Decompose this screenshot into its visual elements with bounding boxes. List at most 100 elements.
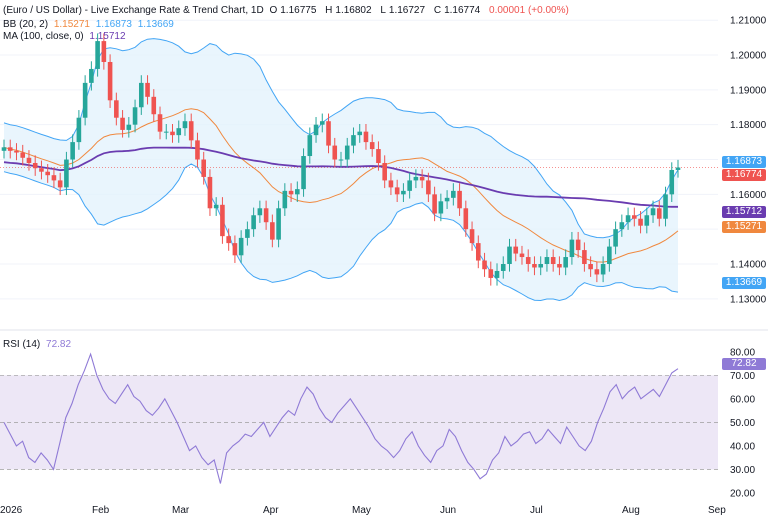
candle-body — [220, 204, 225, 237]
candle-body — [270, 222, 275, 240]
rsi-tick-label: 30.00 — [730, 465, 755, 476]
candle-body — [432, 194, 437, 214]
rsi-legend-value: 72.82 — [46, 339, 72, 350]
close-value: 1.16774 — [444, 5, 481, 16]
candle-body — [282, 190, 288, 209]
candle-body — [600, 264, 606, 275]
rsi-tick-label: 80.00 — [730, 347, 755, 358]
candle-body — [307, 135, 313, 157]
time-tick-label: Apr — [263, 505, 279, 516]
bb-lower-value: 1.13669 — [137, 19, 174, 30]
candle-body — [507, 246, 512, 265]
candle-body — [70, 142, 75, 160]
price-tick-label: 1.16000 — [730, 190, 767, 201]
candle-body — [64, 159, 69, 188]
time-axis: 2026 Feb Mar Apr May Jun Jul Aug Sep — [0, 505, 726, 516]
bb-legend-name: BB (20, 2) — [3, 19, 49, 30]
candle-body — [195, 140, 200, 160]
candle-body — [407, 180, 412, 191]
candle-body — [138, 82, 144, 108]
candle-body — [132, 107, 138, 125]
rsi-tick-label: 40.00 — [730, 441, 755, 452]
candle-body — [338, 159, 344, 161]
candle-body — [288, 190, 294, 195]
candle-body — [188, 121, 194, 141]
last-price-badge: 1.16774 — [722, 169, 766, 181]
candle-body — [344, 145, 350, 160]
candle-body — [394, 187, 400, 195]
rsi-badge: 72.82 — [722, 358, 766, 370]
rsi-legend-name: RSI (14) — [3, 339, 41, 350]
candle-body — [413, 176, 419, 181]
change-value: 0.00001 (+0.00%) — [489, 5, 569, 16]
candle-body — [145, 82, 150, 97]
candle-body — [376, 149, 381, 163]
open-value: 1.16775 — [280, 5, 317, 16]
bb-lower-line — [3, 163, 679, 302]
candle-body — [107, 61, 113, 101]
rsi-legend[interactable]: RSI (14) 72.82 — [3, 339, 74, 351]
candle-body — [163, 131, 169, 133]
rsi-tick-label: 20.00 — [730, 488, 755, 499]
candle-body — [563, 257, 568, 268]
candle-body — [82, 82, 88, 118]
candle-body — [632, 215, 637, 219]
candle-body — [663, 194, 668, 219]
candle-body — [607, 246, 612, 265]
candle-body — [263, 208, 269, 223]
price-tick-label: 1.19000 — [730, 85, 767, 96]
candle-body — [26, 157, 32, 163]
candle-body — [20, 152, 26, 158]
candle-body — [120, 117, 125, 130]
time-tick-label: 2026 — [0, 505, 23, 516]
rsi-tick-label: 70.00 — [730, 371, 755, 382]
candle-body — [45, 171, 50, 176]
bb-upper-line — [3, 38, 679, 239]
candle-body — [276, 208, 281, 240]
candle-body — [525, 257, 531, 265]
candle-body — [575, 239, 581, 251]
bb-fill — [4, 38, 678, 301]
candle-body — [513, 246, 519, 254]
candle-body — [488, 269, 494, 278]
ma-badge: 1.15712 — [722, 206, 766, 218]
candle-body — [469, 229, 475, 244]
candle-body — [500, 264, 506, 271]
candle-body — [444, 197, 450, 202]
candle-body — [351, 135, 356, 146]
candle-body — [126, 124, 132, 130]
candle-body — [656, 208, 662, 219]
candle-body — [151, 96, 157, 115]
rsi-tick-label: 60.00 — [730, 394, 755, 405]
candle-body — [638, 218, 643, 226]
price-tick-label: 1.20000 — [730, 51, 767, 62]
price-tick-label: 1.13000 — [730, 294, 767, 305]
ma-legend-name: MA (100, close, 0) — [3, 31, 84, 42]
ma-legend[interactable]: MA (100, close, 0) 1.15712 — [3, 31, 129, 43]
candle-body — [301, 156, 306, 190]
candle-body — [182, 121, 188, 129]
bb-upper-value: 1.16873 — [95, 19, 132, 30]
candle-body — [357, 131, 363, 136]
candle-body — [457, 190, 462, 209]
candle-body — [401, 190, 406, 195]
candle-body — [538, 264, 544, 268]
candle-body — [369, 142, 375, 150]
time-tick-label: Mar — [172, 505, 190, 516]
candle-body — [170, 131, 175, 136]
candle-body — [51, 175, 57, 181]
candle-body — [245, 229, 250, 238]
candle-body — [57, 180, 63, 188]
candle-body — [7, 147, 13, 151]
candle-body — [669, 169, 675, 195]
candle-body — [39, 168, 44, 172]
candle-body — [494, 270, 500, 278]
candle-body — [463, 208, 469, 230]
bb-basis-badge: 1.15271 — [722, 221, 766, 233]
candle-body — [14, 150, 19, 153]
candle-body — [519, 253, 525, 258]
bb-legend[interactable]: BB (20, 2) 1.15271 1.16873 1.13669 — [3, 19, 177, 31]
candle-body — [582, 250, 587, 265]
candle-body — [89, 68, 94, 83]
